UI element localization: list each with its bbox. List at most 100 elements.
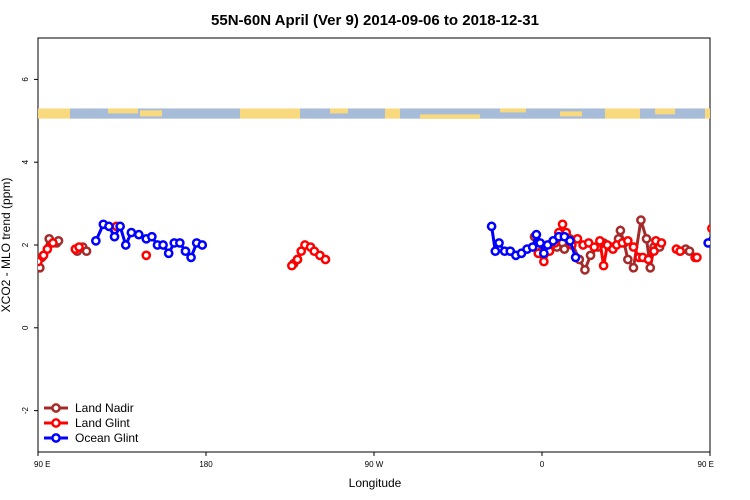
- data-point: [133, 229, 144, 240]
- data-point: [656, 238, 667, 248]
- data-point: [48, 238, 58, 248]
- data-point: [615, 225, 626, 236]
- map-strip-land: [108, 108, 138, 114]
- series-ocean-glint: [91, 219, 750, 263]
- data-point: [287, 260, 297, 271]
- data-point: [126, 227, 137, 238]
- x-tick-label: 0: [540, 460, 545, 469]
- data-point: [628, 262, 639, 273]
- data-point: [527, 242, 538, 252]
- data-point: [628, 242, 639, 252]
- data-point: [707, 223, 710, 233]
- data-point: [559, 244, 570, 254]
- data-point: [490, 246, 501, 257]
- data-point: [494, 238, 504, 248]
- data-point: [746, 229, 750, 236]
- series-line: [706, 235, 710, 244]
- data-point: [535, 238, 545, 248]
- data-point: [186, 252, 196, 263]
- data-point: [738, 243, 745, 250]
- map-strip-land: [500, 108, 526, 113]
- data-point: [716, 221, 723, 228]
- data-point: [158, 240, 168, 250]
- data-point: [643, 254, 654, 265]
- map-strip-land: [655, 108, 675, 115]
- x-axis-label: Longitude: [349, 476, 402, 490]
- map-strip-ocean: [300, 108, 385, 119]
- data-point: [539, 248, 549, 259]
- series-land-glint: [38, 219, 710, 271]
- y-tick-label: 2: [21, 242, 30, 247]
- x-axis: 90 E 180 90 W 0 90 E: [34, 452, 714, 469]
- data-point: [147, 231, 157, 242]
- data-point: [623, 254, 633, 265]
- data-point: [585, 250, 596, 261]
- data-point: [692, 252, 702, 263]
- data-point: [91, 236, 101, 246]
- data-point: [539, 256, 549, 267]
- data-point: [580, 264, 590, 275]
- legend-marker: [51, 403, 61, 413]
- map-strip-land: [140, 110, 162, 117]
- data-point: [729, 227, 736, 234]
- legend-marker: [51, 418, 61, 428]
- data-point: [115, 221, 125, 232]
- data-point: [595, 236, 605, 246]
- data-point: [320, 254, 331, 265]
- data-point: [197, 240, 208, 250]
- map-strip-ocean: [400, 108, 605, 119]
- data-point: [723, 233, 730, 240]
- data-point: [180, 246, 191, 257]
- data-point: [120, 240, 131, 250]
- data-point: [557, 219, 568, 230]
- x-tick-label: 180: [199, 460, 213, 469]
- data-point: [486, 221, 497, 232]
- data-point: [565, 236, 575, 246]
- y-tick-label: 6: [21, 77, 30, 82]
- data-point: [733, 225, 740, 232]
- map-strip: [38, 108, 710, 119]
- data-point: [703, 238, 710, 248]
- legend-label: Land Nadir: [75, 401, 134, 415]
- y-tick-label: 0: [21, 325, 30, 330]
- x-tick-label: 90 E: [34, 460, 50, 469]
- map-strip-land: [330, 108, 348, 114]
- data-point: [163, 248, 174, 259]
- y-axis: -2 0 2 4 6: [21, 77, 38, 414]
- y-tick-label: 4: [21, 159, 30, 164]
- data-point: [684, 246, 695, 257]
- data-point: [38, 256, 43, 267]
- data-point: [42, 244, 53, 254]
- data-point: [141, 250, 152, 261]
- data-point: [645, 262, 656, 273]
- data-point: [81, 246, 92, 257]
- data-point: [589, 242, 600, 252]
- data-point: [712, 223, 719, 230]
- y-tick-label: -2: [21, 406, 30, 414]
- legend-marker: [51, 433, 61, 443]
- y-axis-label: XCO2 - MLO trend (ppm): [0, 178, 13, 313]
- chart-title: 55N-60N April (Ver 9) 2014-09-06 to 2018…: [211, 12, 539, 29]
- x-tick-label: 90 W: [365, 460, 384, 469]
- legend-label: Land Glint: [75, 416, 130, 430]
- x-tick-label: 90 E: [698, 460, 714, 469]
- data-point: [623, 236, 633, 246]
- data-point: [531, 229, 542, 240]
- data-point: [74, 242, 84, 252]
- data-point: [570, 252, 581, 263]
- data-point: [109, 231, 120, 242]
- data-point: [641, 233, 652, 244]
- map-strip-land: [560, 111, 582, 117]
- data-point: [598, 260, 609, 271]
- series-layer: [38, 215, 750, 275]
- data-point: [104, 221, 114, 232]
- legend-label: Ocean Glint: [75, 431, 139, 445]
- map-strip-land: [420, 114, 480, 119]
- data-point: [636, 215, 646, 226]
- data-point: [175, 238, 185, 248]
- data-point: [675, 246, 685, 257]
- data-point: [649, 246, 659, 257]
- data-point: [292, 254, 303, 265]
